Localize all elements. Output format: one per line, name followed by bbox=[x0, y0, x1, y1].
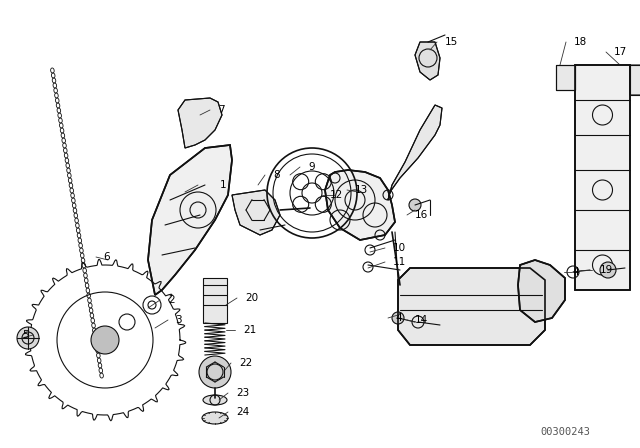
FancyBboxPatch shape bbox=[203, 278, 227, 323]
Text: 15: 15 bbox=[445, 37, 458, 47]
Text: 10: 10 bbox=[393, 243, 406, 253]
Text: 4: 4 bbox=[572, 267, 579, 277]
Circle shape bbox=[199, 356, 231, 388]
Text: 14: 14 bbox=[415, 315, 428, 325]
Text: 16: 16 bbox=[415, 210, 428, 220]
Text: 20: 20 bbox=[245, 293, 258, 303]
Text: 19: 19 bbox=[600, 265, 613, 275]
Text: 11: 11 bbox=[393, 257, 406, 267]
Ellipse shape bbox=[203, 395, 227, 405]
Text: 23: 23 bbox=[236, 388, 249, 398]
Text: 4: 4 bbox=[395, 313, 402, 323]
Text: 1: 1 bbox=[220, 180, 227, 190]
Text: 3: 3 bbox=[175, 315, 182, 325]
Text: 8: 8 bbox=[273, 170, 280, 180]
Polygon shape bbox=[232, 190, 280, 235]
Circle shape bbox=[17, 327, 39, 349]
Polygon shape bbox=[398, 268, 545, 345]
Circle shape bbox=[409, 199, 421, 211]
Polygon shape bbox=[388, 105, 442, 200]
Text: 17: 17 bbox=[614, 47, 627, 57]
Polygon shape bbox=[325, 170, 395, 240]
Text: 2: 2 bbox=[168, 295, 175, 305]
Circle shape bbox=[600, 262, 616, 278]
Polygon shape bbox=[556, 65, 575, 90]
Text: 18: 18 bbox=[574, 37, 588, 47]
Text: 22: 22 bbox=[239, 358, 252, 368]
Circle shape bbox=[392, 312, 404, 324]
Text: 6: 6 bbox=[103, 252, 109, 262]
Text: 21: 21 bbox=[243, 325, 256, 335]
Text: 13: 13 bbox=[355, 185, 368, 195]
Polygon shape bbox=[630, 65, 640, 95]
Polygon shape bbox=[178, 98, 222, 148]
Polygon shape bbox=[575, 65, 630, 290]
Polygon shape bbox=[415, 42, 440, 80]
Polygon shape bbox=[518, 260, 565, 322]
Circle shape bbox=[91, 326, 119, 354]
Text: 00300243: 00300243 bbox=[540, 427, 590, 437]
Text: 24: 24 bbox=[236, 407, 249, 417]
Polygon shape bbox=[148, 145, 232, 295]
Text: 5: 5 bbox=[22, 330, 29, 340]
Text: 12: 12 bbox=[330, 190, 343, 200]
Text: 9: 9 bbox=[308, 162, 315, 172]
Text: 7: 7 bbox=[218, 105, 225, 115]
Ellipse shape bbox=[202, 412, 228, 424]
